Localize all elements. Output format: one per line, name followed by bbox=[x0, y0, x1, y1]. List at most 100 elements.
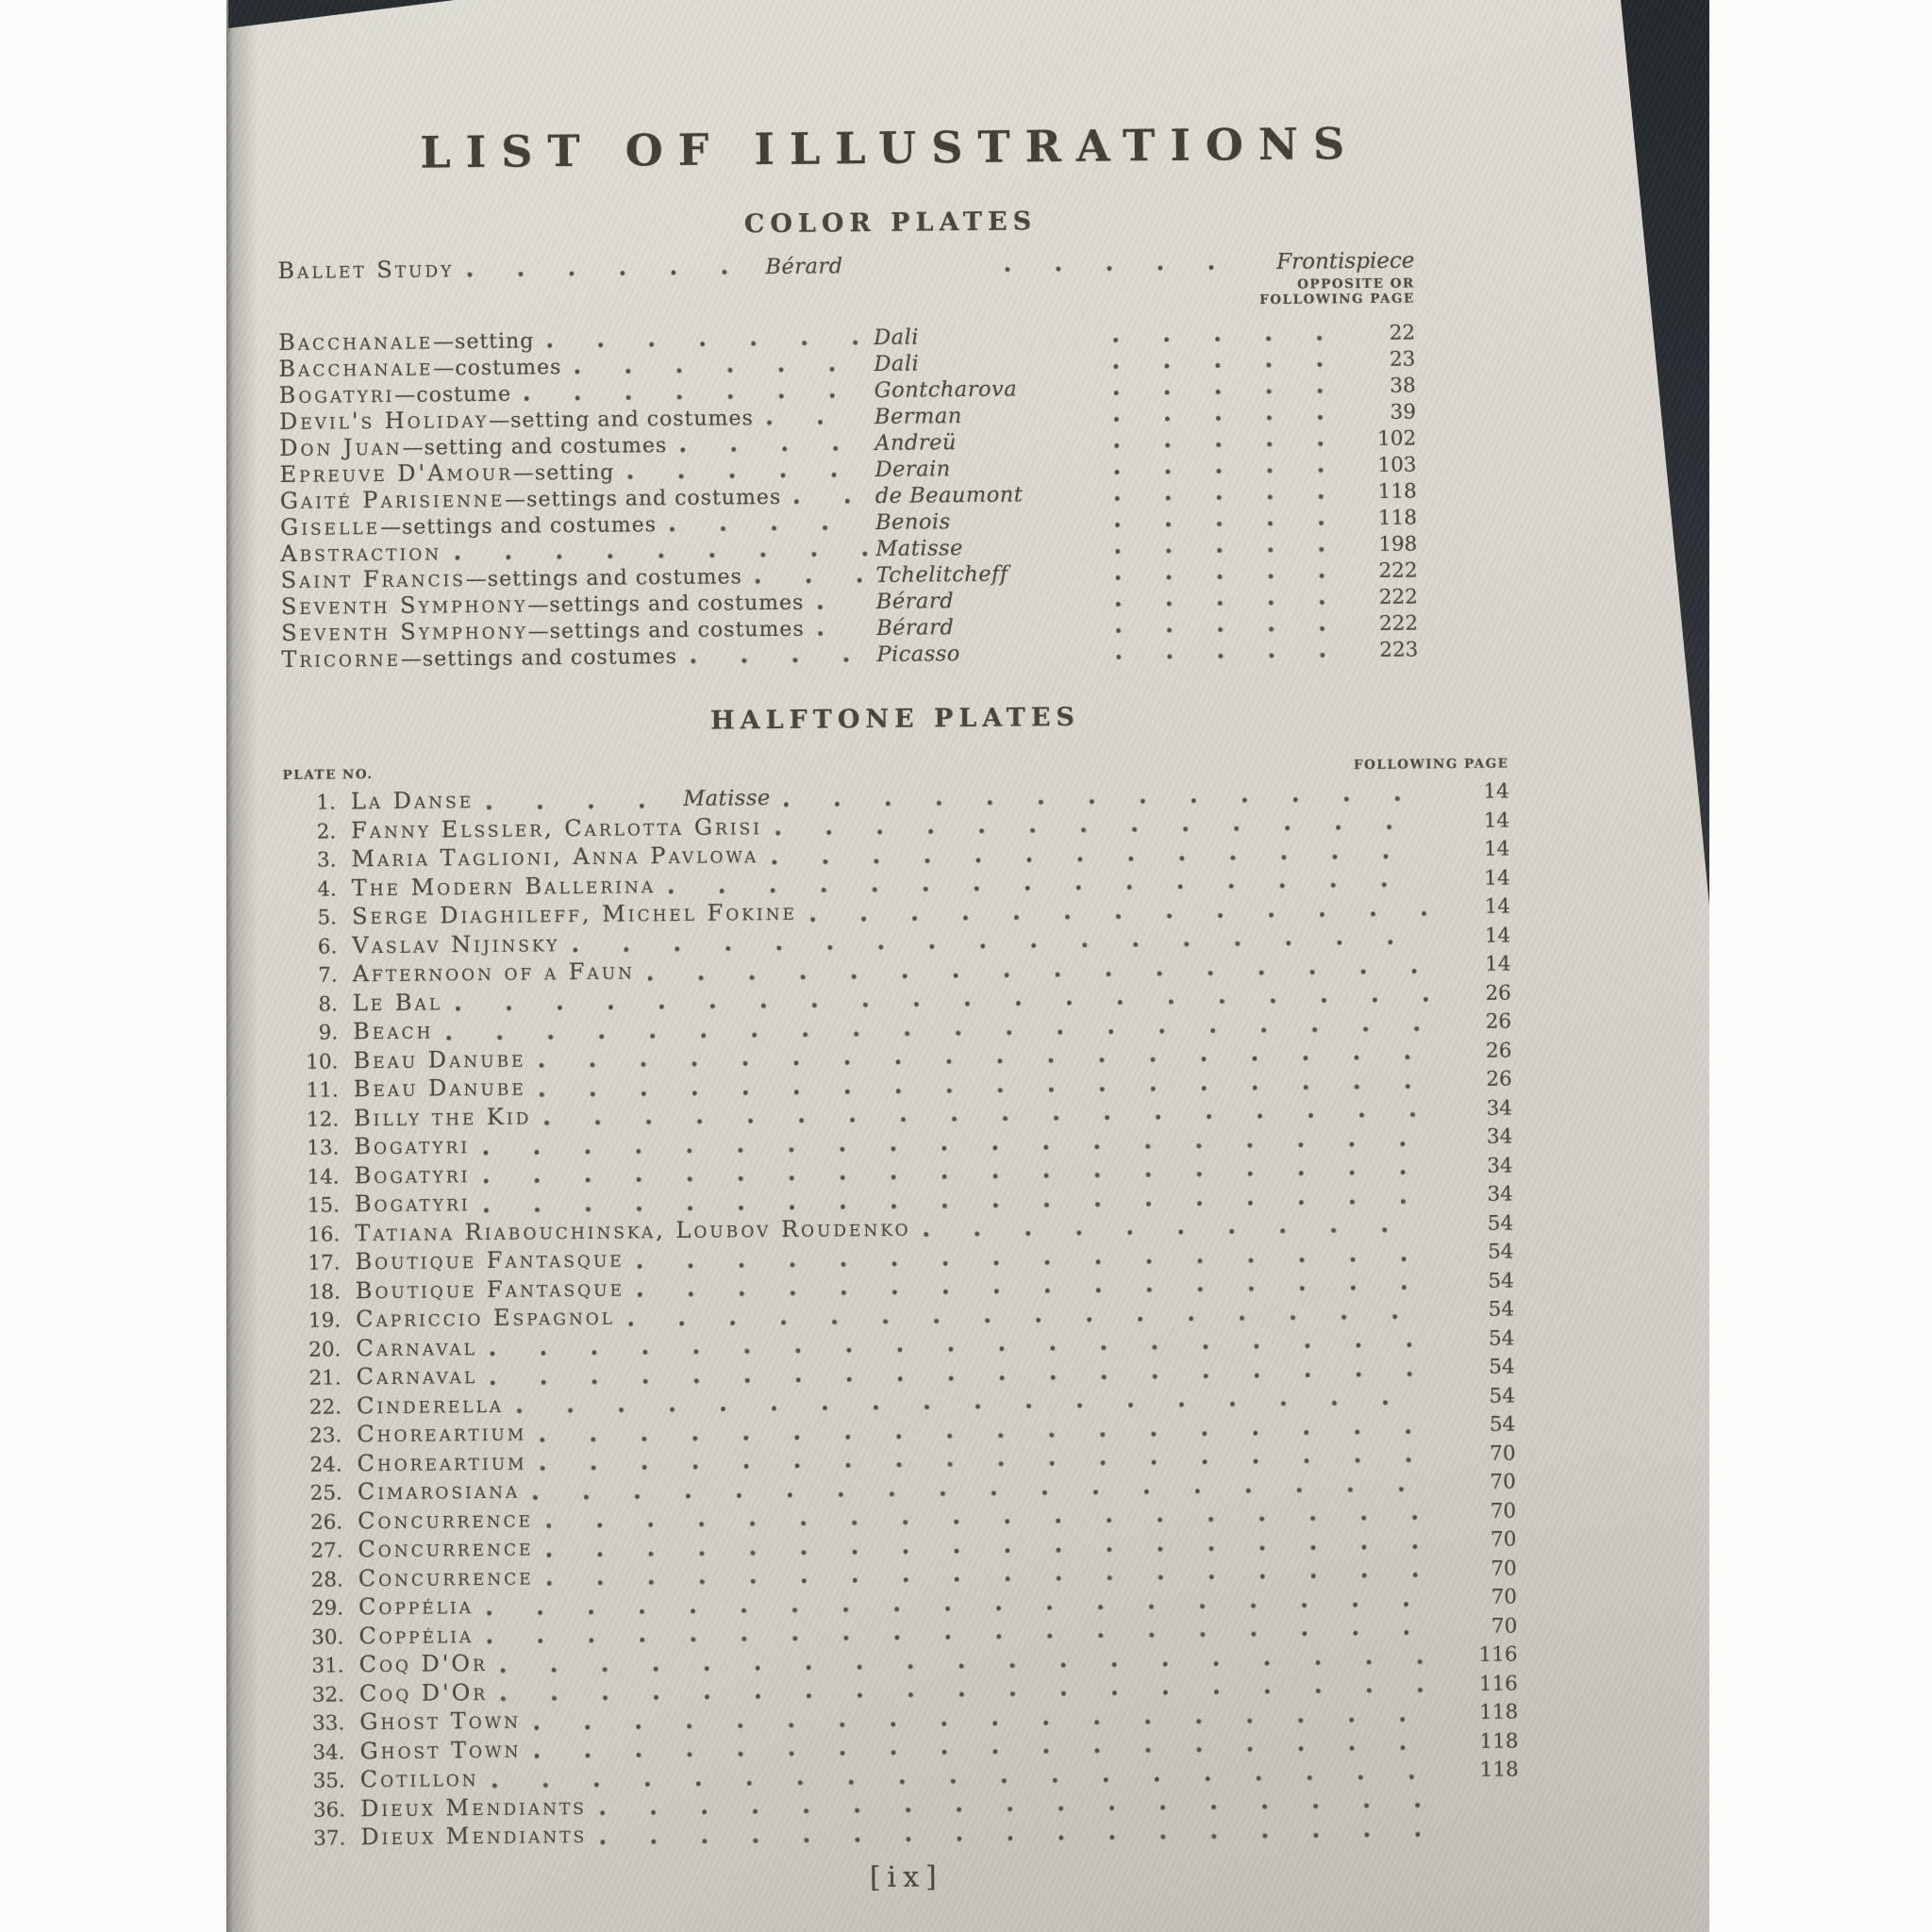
plate-number: 23. bbox=[309, 1424, 342, 1448]
plate-title: Cotillon bbox=[359, 1765, 479, 1793]
plate-number: 5. bbox=[317, 906, 338, 930]
artist-name: de Beaumont bbox=[874, 482, 1024, 508]
dot-leader bbox=[1113, 335, 1348, 343]
plate-title: Devil's Holiday—setting and costumes bbox=[278, 406, 754, 436]
plate-number: 15. bbox=[307, 1193, 341, 1218]
plate-number: 4. bbox=[317, 876, 337, 902]
plate-page bbox=[1443, 1833, 1519, 1834]
plate-page: 118 bbox=[1479, 1728, 1519, 1754]
plate-title: Epreuve D'Amour—setting bbox=[279, 458, 615, 489]
dot-leader bbox=[783, 794, 1426, 808]
plate-number: 31. bbox=[311, 1654, 344, 1678]
plate-number: 28. bbox=[310, 1567, 343, 1592]
plate-number: 16. bbox=[307, 1222, 341, 1247]
plate-title: Maria Taglioni, Anna Pavlowa bbox=[351, 841, 759, 873]
plate-page: 70 bbox=[1490, 1498, 1517, 1524]
plate-title: Beau Danube bbox=[353, 1045, 526, 1074]
plate-title: Concurrence bbox=[358, 1562, 534, 1591]
plate-title: Vaslav Nijinsky bbox=[352, 929, 560, 958]
artist-name: Benois bbox=[874, 509, 951, 535]
dot-leader bbox=[455, 551, 869, 561]
plate-title: Dieux Mendiants bbox=[359, 1792, 588, 1822]
dot-leader bbox=[637, 1284, 1431, 1298]
plate-title: Bacchanale—setting bbox=[278, 327, 535, 357]
color-plates-list: Bacchanale—setting Dali 22 Bacchanale—co… bbox=[278, 319, 1507, 674]
plate-title: Gaité Parisienne—settings and costumes bbox=[279, 485, 782, 515]
plate-page: 103 bbox=[1377, 453, 1417, 477]
artist-name: Bérard bbox=[765, 254, 843, 280]
plate-number: 11. bbox=[306, 1078, 339, 1103]
plate-page: 102 bbox=[1377, 426, 1417, 451]
dot-leader bbox=[1005, 264, 1240, 273]
plate-page: 54 bbox=[1488, 1240, 1514, 1264]
dot-leader bbox=[1115, 573, 1350, 581]
plate-page: 14 bbox=[1484, 866, 1510, 891]
plate-number: 13. bbox=[307, 1136, 340, 1160]
dot-leader bbox=[1116, 652, 1351, 660]
dot-leader bbox=[755, 577, 869, 585]
plate-title: Don Juan—setting and costumes bbox=[279, 433, 668, 462]
plate-number: 9. bbox=[318, 1021, 339, 1045]
dot-leader bbox=[1115, 520, 1350, 528]
plate-title: Coq D'Or bbox=[358, 1678, 489, 1707]
plate-page: 54 bbox=[1488, 1297, 1515, 1322]
plate-number: 2. bbox=[316, 819, 337, 844]
plate-page: 70 bbox=[1491, 1556, 1517, 1581]
plate-page: 14 bbox=[1483, 837, 1510, 861]
plate-page: 198 bbox=[1378, 532, 1418, 557]
plate-page: 34 bbox=[1487, 1154, 1513, 1178]
plate-number: 27. bbox=[310, 1539, 343, 1563]
plate-page: 116 bbox=[1478, 1671, 1519, 1696]
plate-title: Coq D'Or bbox=[358, 1649, 488, 1678]
plate-title: Bogatyri—costume bbox=[278, 380, 512, 409]
plate-page: 70 bbox=[1490, 1441, 1516, 1466]
plate-title: Boutique Fantasque bbox=[355, 1245, 625, 1275]
plate-title: Cinderella bbox=[356, 1391, 505, 1419]
plate-number: 36. bbox=[312, 1797, 346, 1823]
plate-number: 18. bbox=[308, 1279, 341, 1305]
dot-leader bbox=[669, 525, 869, 533]
dot-leader bbox=[809, 909, 1428, 923]
plate-page: 26 bbox=[1485, 1039, 1512, 1063]
plate-title: Ballet Study bbox=[277, 256, 455, 285]
plate-number: 6. bbox=[317, 934, 338, 959]
plate-number: 7. bbox=[318, 963, 338, 988]
plate-number: 32. bbox=[311, 1682, 345, 1707]
plate-page: 54 bbox=[1489, 1384, 1516, 1408]
plate-page: 118 bbox=[1479, 1757, 1519, 1782]
plate-number: 30. bbox=[311, 1624, 344, 1650]
plate-page: 38 bbox=[1390, 374, 1416, 398]
dot-leader bbox=[669, 881, 1427, 895]
artist-name: Berman bbox=[874, 404, 962, 429]
plate-title: Coppélia bbox=[358, 1621, 475, 1649]
dot-leader bbox=[627, 472, 868, 480]
plate-title: Coppélia bbox=[358, 1592, 475, 1621]
plate-title: Beach bbox=[353, 1017, 434, 1045]
plate-no-header: PLATE NO. bbox=[282, 767, 374, 784]
dot-leader bbox=[525, 392, 867, 402]
plate-number: 19. bbox=[308, 1308, 341, 1333]
plate-title: Beau Danube bbox=[353, 1074, 526, 1103]
dot-leader bbox=[1113, 361, 1348, 370]
plate-page: 70 bbox=[1491, 1613, 1518, 1639]
plate-page: 26 bbox=[1486, 1067, 1512, 1091]
plate-number: 26. bbox=[309, 1509, 343, 1535]
plate-page: Frontispiece bbox=[1276, 248, 1415, 275]
artist-name: Tchelitcheff bbox=[875, 561, 1008, 588]
plate-title: Abstraction bbox=[280, 539, 442, 568]
plate-page: 223 bbox=[1379, 638, 1419, 662]
following-page-header: FOLLOWING PAGE bbox=[1353, 756, 1509, 774]
plate-title: Cimarosiana bbox=[357, 1476, 521, 1506]
plate-title: Bacchanale—costumes bbox=[278, 354, 562, 383]
plate-number: 35. bbox=[312, 1769, 345, 1793]
page-content: LIST OF ILLUSTRATIONS COLOR PLATES Balle… bbox=[276, 111, 1520, 1900]
plate-page: 39 bbox=[1390, 400, 1417, 425]
plate-page: 70 bbox=[1490, 1527, 1517, 1552]
plate-page: 34 bbox=[1486, 1124, 1513, 1149]
plate-title: Bogatyri bbox=[354, 1160, 471, 1189]
dot-leader bbox=[766, 419, 868, 426]
plate-title: Carnaval bbox=[356, 1333, 477, 1361]
plate-number: 21. bbox=[308, 1366, 341, 1391]
plate-title: Fanny Elssler, Carlotta Grisi bbox=[351, 812, 763, 843]
